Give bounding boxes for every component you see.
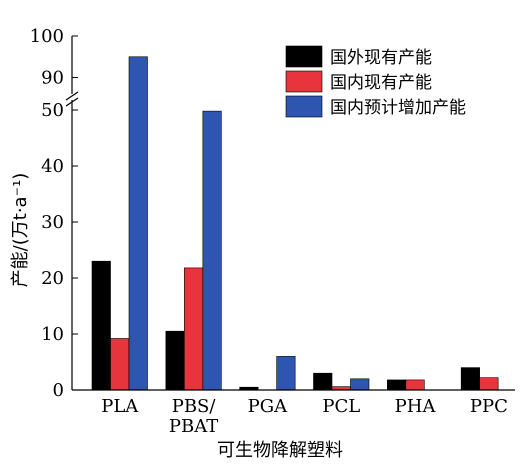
bar-2-2 [276, 356, 296, 391]
bars [91, 56, 499, 391]
legend-label-1: 国内现有产能 [330, 73, 432, 93]
legend-swatch-0 [285, 45, 323, 68]
bar-2-1 [202, 110, 222, 391]
y-lower-tick-label-0: 0 [53, 380, 64, 401]
axes [65, 36, 515, 391]
bar-0-1 [165, 330, 185, 391]
legend-swatch-1 [285, 70, 323, 93]
y-break-mark-bottom [65, 97, 79, 107]
y-lower-tick-label-2: 20 [41, 268, 64, 289]
y-lower-tick-label-5: 50 [41, 100, 64, 121]
bar-1-0 [110, 338, 130, 391]
y-upper-tick-label-1: 100 [30, 26, 64, 47]
category-label-1: PBS/ [172, 396, 217, 417]
bar-1-5 [479, 377, 499, 391]
legend-label-0: 国外现有产能 [330, 48, 432, 68]
y-break-mark-top [65, 91, 79, 101]
y-axis-title: 产能/(万t·a⁻¹) [10, 173, 31, 288]
category-label-5: PPC [470, 396, 508, 417]
legend-swatch-2 [285, 95, 323, 118]
bar-2-3 [350, 378, 370, 391]
category-label-2: PGA [248, 396, 288, 417]
category-label-1-line1: PBAT [169, 416, 218, 437]
category-labels: PLA PBS/PBAT PGA PCL PHA PPC [101, 396, 508, 437]
category-label-3: PCL [322, 396, 360, 417]
bar-1-4 [405, 379, 425, 391]
category-label-4: PHA [395, 396, 437, 417]
legend-label-2: 国内预计增加产能 [330, 98, 466, 118]
bar-0-3 [313, 372, 333, 391]
x-axis-title: 可生物降解塑料 [217, 440, 343, 461]
y-lower-tick-label-4: 40 [41, 156, 64, 177]
y-lower-tick-label-1: 10 [41, 324, 64, 345]
ticks: 0 10 20 30 40 50 90 100 [30, 26, 78, 401]
bar-0-4 [387, 379, 407, 391]
y-lower-tick-label-3: 30 [41, 212, 64, 233]
y-upper-tick-label-0: 90 [41, 68, 64, 89]
bar-1-1 [184, 267, 204, 391]
bar-2-0 [128, 56, 148, 391]
bar-0-5 [460, 367, 480, 391]
category-label-0: PLA [101, 396, 139, 417]
bar-0-0 [91, 260, 111, 391]
